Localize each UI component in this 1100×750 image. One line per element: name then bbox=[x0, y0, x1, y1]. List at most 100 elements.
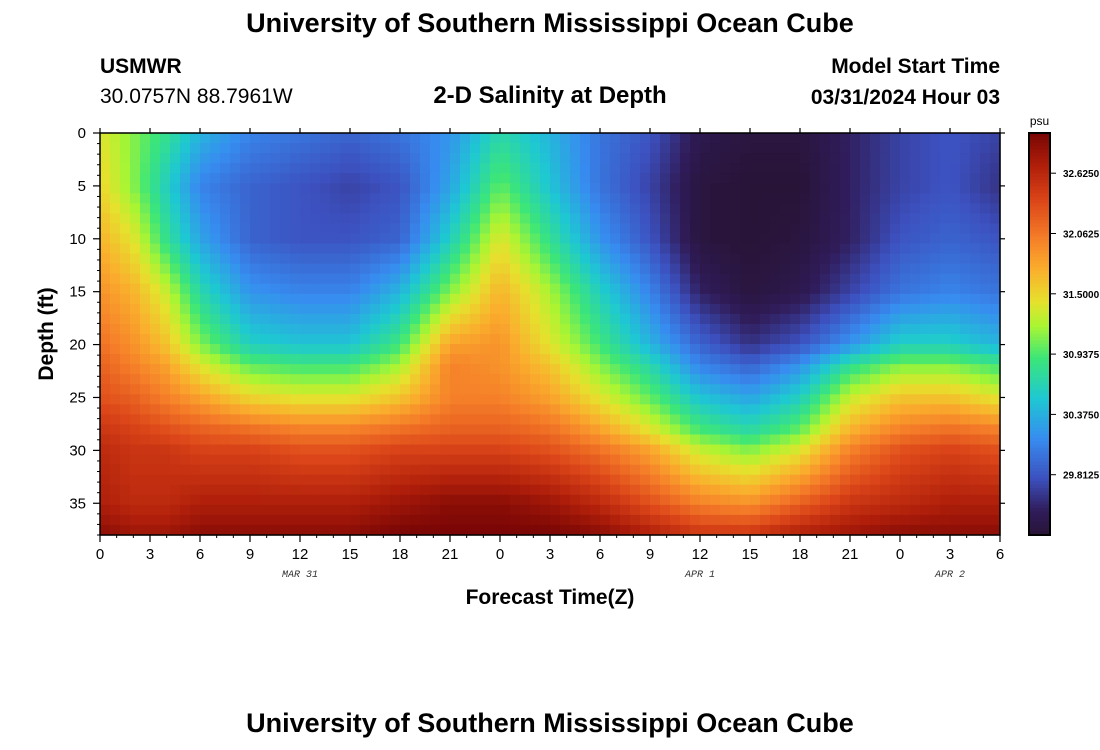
heatmap-cell bbox=[550, 474, 561, 486]
heatmap-cell bbox=[930, 404, 941, 415]
heatmap-cell bbox=[290, 263, 301, 275]
heatmap-cell bbox=[160, 514, 171, 526]
x-tick-label: 21 bbox=[442, 546, 459, 563]
heatmap-cell bbox=[990, 394, 1001, 405]
heatmap-cell bbox=[760, 484, 771, 496]
heatmap-cell bbox=[140, 364, 151, 375]
heatmap-cell bbox=[630, 344, 641, 355]
heatmap-cell bbox=[730, 313, 741, 325]
heatmap-cell bbox=[420, 354, 431, 365]
heatmap-cell bbox=[300, 404, 311, 415]
heatmap-cell bbox=[790, 243, 801, 255]
heatmap-cell bbox=[610, 484, 621, 496]
heatmap-cell bbox=[910, 263, 921, 275]
heatmap-cell bbox=[120, 494, 131, 506]
heatmap-cell bbox=[220, 273, 231, 285]
heatmap-cell bbox=[180, 253, 191, 265]
heatmap-cell bbox=[600, 173, 611, 184]
heatmap-cell bbox=[190, 243, 201, 255]
heatmap-cell bbox=[160, 464, 171, 476]
heatmap-cell bbox=[550, 484, 561, 496]
colorbar-swatch bbox=[1029, 146, 1050, 151]
heatmap-cell bbox=[270, 173, 281, 184]
heatmap-cell bbox=[250, 183, 261, 194]
heatmap-cell bbox=[440, 404, 451, 415]
heatmap-cell bbox=[790, 263, 801, 275]
heatmap-cell bbox=[900, 153, 911, 164]
heatmap-cell bbox=[200, 464, 211, 476]
heatmap-cell bbox=[920, 344, 931, 355]
heatmap-cell bbox=[790, 504, 801, 516]
heatmap-cell bbox=[900, 504, 911, 516]
heatmap-cell bbox=[190, 133, 201, 144]
heatmap-cell bbox=[180, 233, 191, 245]
heatmap-cell bbox=[760, 394, 771, 405]
heatmap-cell bbox=[630, 153, 641, 164]
heatmap-cell bbox=[970, 504, 981, 516]
heatmap-cell bbox=[750, 344, 761, 355]
heatmap-cell bbox=[980, 133, 991, 144]
heatmap-cell bbox=[290, 163, 301, 174]
heatmap-cell bbox=[840, 404, 851, 415]
heatmap-cell bbox=[840, 153, 851, 164]
heatmap-cell bbox=[480, 504, 491, 516]
heatmap-cell bbox=[320, 183, 331, 194]
heatmap-cell bbox=[400, 243, 411, 255]
heatmap-cell bbox=[310, 424, 321, 436]
heatmap-cell bbox=[710, 444, 721, 456]
heatmap-cell bbox=[670, 323, 681, 335]
heatmap-cell bbox=[690, 344, 701, 355]
heatmap-cell bbox=[550, 233, 561, 245]
heatmap-cell bbox=[100, 454, 111, 466]
colorbar-swatch bbox=[1029, 267, 1050, 271]
heatmap-cell bbox=[410, 143, 421, 154]
heatmap-cell bbox=[730, 213, 741, 225]
heatmap-cell bbox=[970, 243, 981, 255]
heatmap-cell bbox=[420, 143, 431, 154]
heatmap-cell bbox=[360, 233, 371, 245]
heatmap-cell bbox=[910, 394, 921, 405]
heatmap-cell bbox=[470, 303, 481, 315]
heatmap-cell bbox=[870, 474, 881, 486]
heatmap-cell bbox=[480, 263, 491, 275]
heatmap-cell bbox=[770, 434, 781, 446]
heatmap-cell bbox=[920, 504, 931, 516]
heatmap-cell bbox=[310, 444, 321, 456]
heatmap-cell bbox=[210, 374, 221, 385]
heatmap-cell bbox=[930, 133, 941, 144]
heatmap-cell bbox=[520, 153, 531, 164]
heatmap-cell bbox=[820, 163, 831, 174]
heatmap-cell bbox=[760, 504, 771, 516]
heatmap-cell bbox=[570, 243, 581, 255]
heatmap-cell bbox=[830, 163, 841, 174]
heatmap-cell bbox=[820, 323, 831, 335]
heatmap-cell bbox=[660, 293, 671, 305]
heatmap-cell bbox=[400, 143, 411, 154]
x-tick-label: 9 bbox=[246, 546, 254, 563]
heatmap-cell bbox=[810, 173, 821, 184]
colorbar-swatch bbox=[1029, 434, 1050, 439]
heatmap-cell bbox=[850, 273, 861, 285]
heatmap-cell bbox=[660, 364, 671, 375]
heatmap-cell bbox=[720, 464, 731, 476]
heatmap-cell bbox=[700, 504, 711, 516]
heatmap-cell bbox=[580, 404, 591, 415]
heatmap-cell bbox=[920, 213, 931, 225]
heatmap-cell bbox=[990, 303, 1001, 315]
heatmap-cell bbox=[970, 424, 981, 436]
colorbar-swatch bbox=[1029, 401, 1050, 405]
heatmap-cell bbox=[450, 444, 461, 456]
heatmap-cell bbox=[930, 364, 941, 375]
heatmap-cell bbox=[240, 233, 251, 245]
heatmap-cell bbox=[770, 273, 781, 285]
heatmap-cell bbox=[860, 233, 871, 245]
heatmap-cell bbox=[440, 283, 451, 295]
heatmap-cell bbox=[830, 263, 841, 275]
heatmap-cell bbox=[470, 203, 481, 214]
heatmap-cell bbox=[570, 173, 581, 184]
heatmap-cell bbox=[720, 474, 731, 486]
heatmap-cell bbox=[700, 303, 711, 315]
heatmap-cell bbox=[500, 133, 511, 144]
heatmap-cell bbox=[790, 484, 801, 496]
heatmap-cell bbox=[540, 163, 551, 174]
